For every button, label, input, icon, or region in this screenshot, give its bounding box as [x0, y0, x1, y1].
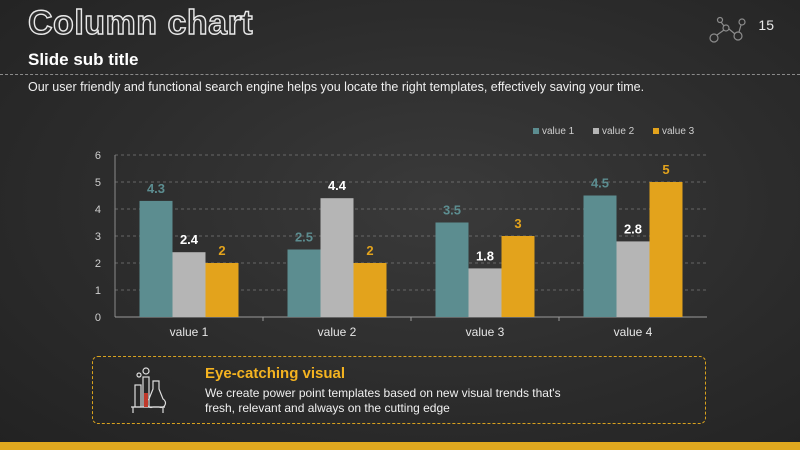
molecule-doodle-icon — [709, 16, 746, 43]
caption-heading: Eye-catching visual — [205, 365, 346, 382]
legend-swatch — [533, 128, 539, 134]
data-label: 2.5 — [295, 230, 313, 245]
data-label: 2 — [218, 243, 225, 258]
bar-2 — [172, 252, 206, 317]
bar-3 — [205, 263, 239, 317]
x-tick-label: value 3 — [466, 325, 505, 339]
legend-swatch — [653, 128, 659, 134]
slide-body-text: Our user friendly and functional search … — [28, 80, 645, 94]
data-label: 4.5 — [591, 176, 609, 191]
bar-2 — [468, 268, 502, 317]
caption-box: Eye-catching visual We create power poin… — [92, 356, 706, 424]
legend-swatch — [593, 128, 599, 134]
y-tick-label: 5 — [95, 177, 101, 189]
slide-title: Column chart — [27, 3, 254, 42]
data-label: 1.8 — [476, 248, 494, 263]
title-divider — [0, 74, 800, 75]
bar-2 — [616, 241, 650, 317]
bar-1 — [435, 222, 469, 317]
bar-1 — [139, 200, 173, 317]
chemistry-flask-icon — [131, 367, 167, 413]
slide-subtitle: Slide sub title — [28, 50, 139, 69]
data-label: 2.8 — [624, 221, 642, 236]
y-tick-label: 4 — [95, 204, 101, 216]
legend-label: value 2 — [602, 126, 635, 137]
bar-2 — [320, 198, 354, 317]
y-tick-label: 0 — [95, 312, 101, 324]
bottom-accent-bar — [0, 442, 800, 450]
data-label: 2 — [366, 243, 373, 258]
legend-label: value 1 — [542, 126, 575, 137]
bar-3 — [649, 182, 683, 317]
data-label: 4.3 — [147, 181, 165, 196]
bar-3 — [501, 236, 535, 317]
y-tick-label: 1 — [95, 285, 101, 297]
data-label: 2.4 — [180, 232, 199, 247]
caption-text: We create power point templates based on… — [205, 386, 561, 415]
legend-label: value 3 — [662, 126, 695, 137]
x-tick-label: value 1 — [170, 325, 209, 339]
y-tick-label: 3 — [95, 231, 101, 243]
bar-3 — [353, 263, 387, 317]
data-label: 3 — [514, 216, 521, 231]
data-label: 5 — [662, 162, 669, 177]
page-number: 15 — [758, 17, 774, 33]
data-label: 4.4 — [328, 178, 347, 193]
y-tick-label: 2 — [95, 258, 101, 270]
bar-1 — [583, 195, 617, 317]
x-tick-label: value 2 — [318, 325, 357, 339]
x-tick-label: value 4 — [614, 325, 653, 339]
bar-1 — [287, 249, 321, 317]
data-label: 3.5 — [443, 203, 461, 218]
y-tick-label: 6 — [95, 150, 101, 162]
